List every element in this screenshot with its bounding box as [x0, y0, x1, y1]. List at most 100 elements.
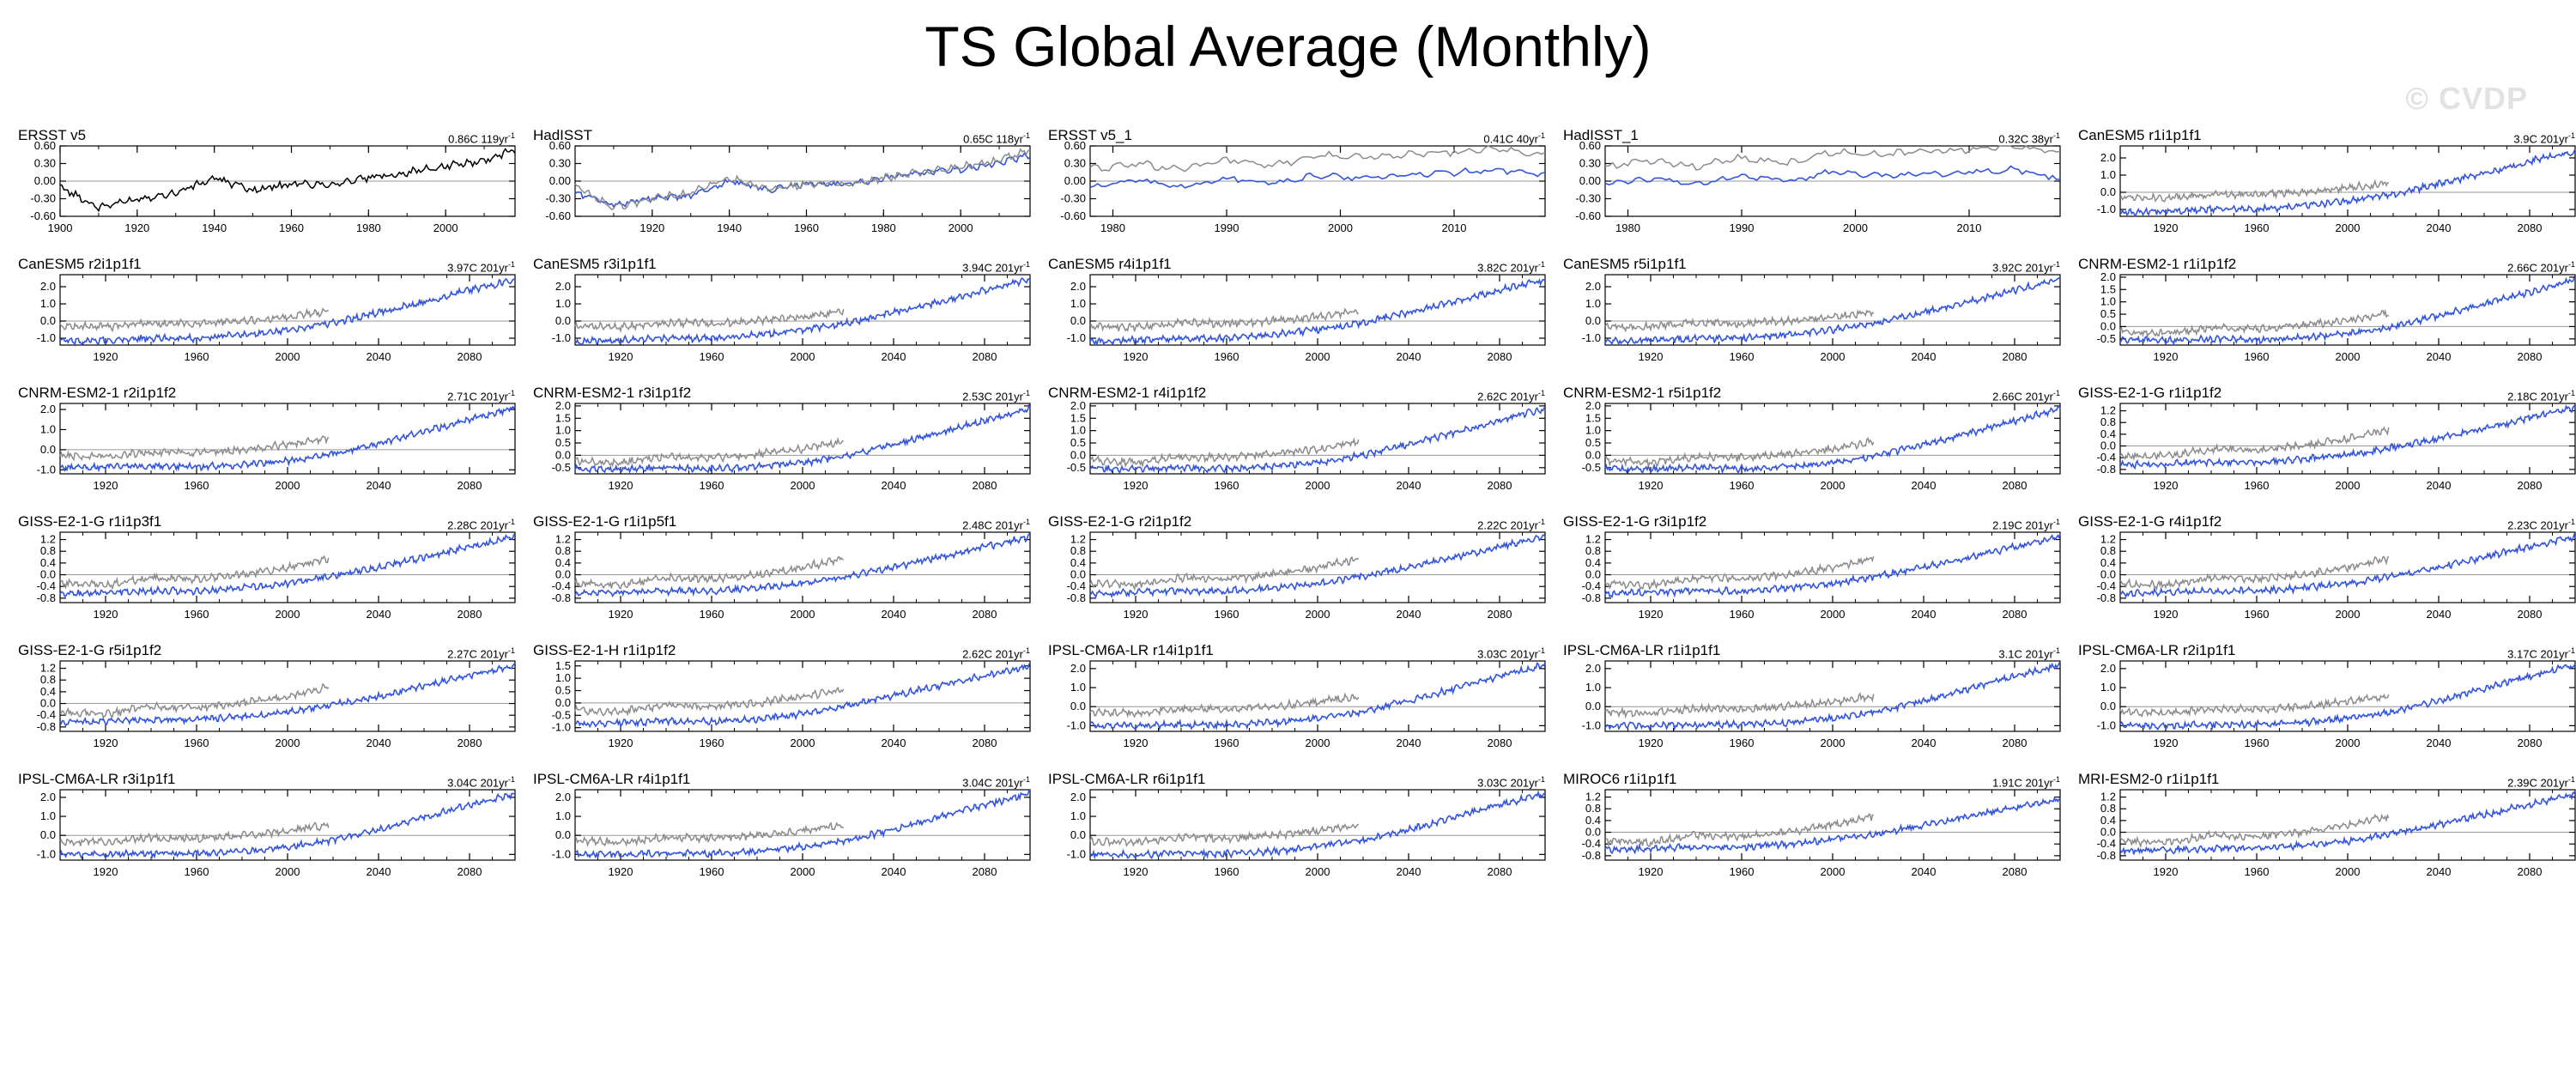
- y-tick-label: 1.0: [555, 671, 571, 684]
- x-tick-label: 1920: [609, 737, 633, 749]
- x-tick-label: 1990: [1215, 221, 1240, 234]
- y-tick-label: 0.4: [555, 556, 571, 569]
- y-tick-label: -1.0: [1582, 718, 1601, 731]
- x-tick-label: 1980: [1615, 221, 1640, 234]
- plot-frame: [59, 403, 516, 475]
- x-tick-label: 2040: [367, 865, 391, 878]
- x-tick-label: 2040: [1912, 350, 1937, 363]
- y-tick-label: -0.4: [2097, 579, 2116, 592]
- y-tick-label: 2.0: [2100, 662, 2116, 675]
- y-tick-label: 0.4: [1585, 814, 1601, 827]
- trend-unit-exponent: -1: [2567, 389, 2575, 397]
- x-tick-label: 1960: [185, 608, 209, 621]
- model-series-line: [2119, 532, 2576, 599]
- x-tick-label: 2000: [2336, 221, 2361, 234]
- y-tick-label: 0.0: [1585, 448, 1601, 461]
- y-tick-label: 0.0: [555, 568, 571, 581]
- x-tick-label: 2080: [2518, 608, 2543, 621]
- y-tick-label: 0.0: [2100, 568, 2116, 581]
- y-tick-label: 0.0: [2100, 700, 2116, 712]
- y-tick-label: 0.0: [40, 568, 56, 581]
- y-tick-label: 0.00: [1064, 174, 1086, 187]
- x-tick-label: 2000: [1821, 865, 1846, 878]
- chart-svg: 1920 1960 2000 2040 2080 1.20.80.40.0-0.4-0.8: [1582, 789, 2061, 878]
- panel-title: GISS-E2-1-G r3i1p1f2: [1563, 513, 1707, 530]
- chart-panel: CanESM5 r5i1p1f1 3.92C 201yr-1 1920 1960 200…: [1561, 256, 2067, 385]
- model-series-line: [2119, 276, 2576, 346]
- x-tick-label: 2080: [973, 737, 997, 749]
- y-tick-label: 1.2: [2100, 533, 2116, 546]
- x-tick-label: 2040: [1912, 737, 1937, 749]
- panel-trend: 2.27C 201yr-1: [447, 644, 515, 661]
- chart-panel: CNRM-ESM2-1 r2i1p1f2 2.71C 201yr-1 1920 196…: [15, 385, 522, 513]
- x-tick-label: 2000: [1821, 737, 1846, 749]
- y-tick-label: -0.4: [37, 708, 56, 721]
- model-series-line: [1604, 276, 2061, 346]
- trend-text: 3.04C 201yr: [962, 776, 1023, 790]
- x-tick-label: 2000: [276, 865, 300, 878]
- chart-svg: 1920 1960 2000 2040 2080 2.0 1.0 0.0 -1.0: [2097, 660, 2576, 749]
- x-tick-label: 1960: [700, 865, 724, 878]
- trend-unit-exponent: -1: [507, 260, 515, 269]
- y-tick-label: 1.0: [1585, 681, 1601, 694]
- y-tick-label: 0.0: [555, 314, 571, 327]
- y-tick-label: 0.0: [2100, 319, 2116, 332]
- x-tick-label: 1960: [279, 221, 304, 234]
- chart-svg: 1920 1960 2000 2040 2080 2.0 1.0 0.0 -1.0: [2097, 145, 2576, 234]
- y-tick-label: -0.8: [1067, 591, 1086, 604]
- x-tick-label: 2000: [276, 737, 300, 749]
- y-tick-label: 0.0: [555, 448, 571, 461]
- y-tick-label: 1.0: [40, 422, 56, 435]
- trend-unit-exponent: -1: [1022, 646, 1030, 655]
- panel-trend: 3.82C 201yr-1: [1477, 258, 1545, 275]
- trend-unit-exponent: -1: [1022, 518, 1030, 526]
- chart-panel: GISS-E2-1-G r3i1p1f2 2.19C 201yr-1 1920 196…: [1561, 513, 2067, 642]
- y-tick-label: 1.0: [555, 809, 571, 822]
- x-tick-label: 2000: [1306, 350, 1330, 363]
- y-tick-label: 0.30: [1579, 157, 1601, 170]
- obs-series-line: [59, 148, 516, 213]
- x-tick-label: 1920: [609, 608, 633, 621]
- model-series-line: [2119, 790, 2576, 857]
- x-tick-label: 2000: [1306, 865, 1330, 878]
- panel-trend: 2.18C 201yr-1: [2507, 386, 2575, 403]
- trend-unit-exponent: -1: [2567, 131, 2575, 140]
- y-tick-label: 1.2: [1070, 533, 1086, 546]
- trend-unit-exponent: -1: [2052, 646, 2060, 655]
- chart-panel: IPSL-CM6A-LR r4i1p1f1 3.04C 201yr-1 1920 19…: [530, 771, 1037, 900]
- x-tick-label: 2040: [367, 737, 391, 749]
- y-tick-label: -1.0: [552, 847, 571, 860]
- model-series-line: [574, 276, 1031, 347]
- x-tick-label: 2040: [2427, 608, 2452, 621]
- chart-panel: ERSST v5_1 0.41C 40yr-1 1980 1990 2000 2010 0.…: [1046, 127, 1552, 256]
- y-tick-label: 0.30: [34, 157, 56, 170]
- x-tick-label: 1960: [700, 737, 724, 749]
- obs-series-line: [59, 821, 330, 847]
- x-tick-label: 2080: [1488, 737, 1512, 749]
- x-tick-label: 2040: [1397, 737, 1421, 749]
- y-tick-label: 0.0: [40, 828, 56, 841]
- panel-trend: 1.91C 201yr-1: [1992, 773, 2060, 790]
- obs-series-line: [2119, 693, 2390, 718]
- y-tick-label: -0.8: [2097, 463, 2116, 476]
- x-tick-label: 2000: [791, 608, 815, 621]
- obs-series-line: [59, 682, 330, 719]
- chart-panel: IPSL-CM6A-LR r1i1p1f1 3.1C 201yr-1 1920 196…: [1561, 642, 2067, 771]
- y-tick-label: 0.8: [2100, 802, 2116, 815]
- chart-panel: CanESM5 r1i1p1f1 3.9C 201yr-1 1920 1960 2000…: [2076, 127, 2576, 256]
- chart-panel: HadISST 0.65C 118yr-1 1920 1940 1960 1980 2000…: [530, 127, 1037, 256]
- x-tick-label: 2040: [2427, 737, 2452, 749]
- y-tick-label: 0.0: [1585, 314, 1601, 327]
- trend-text: 3.92C 201yr: [1992, 261, 2053, 275]
- x-tick-label: 1960: [185, 737, 209, 749]
- y-tick-label: -0.60: [1060, 209, 1086, 222]
- x-tick-label: 2080: [1488, 479, 1512, 492]
- y-tick-label: 2.0: [1070, 791, 1086, 803]
- y-tick-label: 0.4: [1070, 556, 1086, 569]
- chart-panel: ERSST v5 0.86C 119yr-1 1900 1920 1940 1960 198…: [15, 127, 522, 256]
- obs-series-line: [59, 435, 330, 462]
- chart-svg: 1920 1960 2000 2040 2080 2.0 1.0 0.0 -1.0: [37, 274, 516, 363]
- x-tick-label: 1920: [1639, 479, 1664, 492]
- y-tick-label: -1.0: [552, 331, 571, 344]
- x-tick-label: 1960: [2245, 865, 2270, 878]
